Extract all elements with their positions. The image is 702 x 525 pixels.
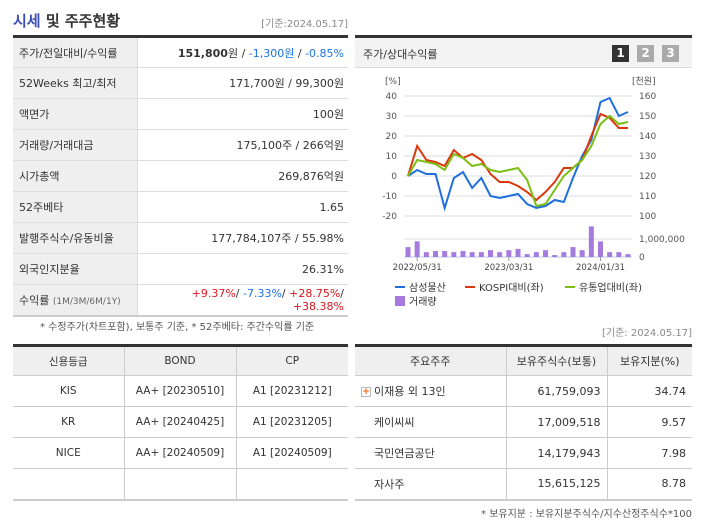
price-change: -1,300원 (248, 46, 295, 60)
volume-bar (433, 251, 438, 257)
volume-bar (414, 241, 420, 257)
legend-swatch (395, 296, 405, 306)
table-row: 자사주 15,615,125 8.78 (355, 468, 692, 500)
relative-return-chart: [%] [천원] 40 160 30 150 20 140 10 130 0 120 -10 110 -20… (382, 76, 685, 308)
volume-bar (570, 247, 576, 257)
volume-bar (616, 252, 622, 257)
volume-bar (552, 255, 558, 257)
volume-bar (524, 254, 530, 257)
right-tick-label: 110 (639, 192, 656, 202)
legend-label: 거래량 (409, 296, 437, 308)
right-tick-label: 140 (639, 132, 656, 142)
series-line (407, 114, 629, 208)
volume-bar (598, 241, 603, 257)
volume-bar (451, 252, 457, 257)
table-row: 외국인지분율 26.31% (13, 253, 348, 285)
volume-bar (506, 250, 512, 257)
right-tick-label: 150 (639, 112, 656, 122)
legend-label: KOSPI대비(좌) (479, 282, 544, 294)
left-tick-label: 10 (386, 152, 398, 162)
x-tick-label: 2022/05/31 (393, 263, 442, 273)
table-row: 52Weeks 최고/최저 171,700원 / 99,300원 (13, 67, 348, 99)
series-line (407, 112, 628, 202)
holders-date: [기준: 2024.05.17] (601, 328, 692, 339)
right-tick-label: 120 (639, 172, 656, 182)
left-tick-label: -10 (382, 192, 397, 202)
x-tick-label: 2023/03/31 (484, 263, 533, 273)
left-tick-label: 30 (386, 112, 398, 122)
left-tick-label: -20 (382, 212, 397, 222)
volume-bar (625, 254, 631, 257)
table-row: 시가총액 269,876억원 (13, 160, 348, 192)
credit-rating-table: 신용등급 BOND CP KIS AA+ [20230510] A1 [20231212… (13, 344, 348, 501)
row-label: 주가/전일대비/수익률 (13, 36, 138, 68)
volume-bar (561, 252, 567, 257)
current-price: 151,800 (177, 46, 228, 60)
volume-bar (497, 252, 503, 257)
volume-tick-label: 1,000,000 (639, 235, 685, 245)
price-info-table: 주가/전일대비/수익률 151,800원 / -1,300원 / -0.85% 5… (13, 35, 348, 317)
chart-header: 주가/상대수익률 1 2 3 (355, 38, 692, 68)
series-line (407, 96, 629, 212)
holders-footnote: * 보유지분 : 보유지분주식수/지수산정주식수*100 (481, 509, 692, 520)
chart-title: 주가/상대수익률 (363, 48, 438, 61)
volume-bar (543, 250, 548, 257)
table-row (13, 468, 348, 500)
right-tick-label: 130 (639, 152, 656, 162)
legend-label: 유통업대비(좌) (579, 281, 642, 294)
volume-bar (423, 252, 429, 257)
table-row: 액면가 100원 (13, 98, 348, 130)
volume-bar (460, 251, 466, 257)
x-tick-label: 2024/01/31 (576, 263, 625, 273)
page-title: 시세 및 주주현황 (13, 12, 121, 30)
left-tick-label: 0 (391, 172, 397, 182)
table-row: KIS AA+ [20230510] A1 [20231212] (13, 375, 348, 407)
tab-3[interactable]: 3 (662, 45, 679, 62)
left-unit: [%] (385, 77, 401, 87)
volume-bar (607, 252, 613, 257)
volume-bar (533, 252, 539, 257)
volume-bar (405, 247, 411, 257)
volume-bar (488, 250, 493, 257)
right-unit: [천원] (632, 76, 656, 87)
table-row: 국민연금공단 14,179,943 7.98 (355, 437, 692, 469)
footnote: * 수정주가(차트포함), 보통주 기준, * 52주베타: 주간수익률 기준 (40, 322, 315, 333)
right-tick-label: 100 (639, 212, 656, 222)
volume-bar (469, 252, 475, 257)
legend-label: 삼성물산 (409, 282, 446, 294)
change-rate: -0.85% (305, 46, 344, 60)
table-row: NICE AA+ [20240509] A1 [20240509] (13, 437, 348, 469)
volume-tick-label: 0 (639, 253, 645, 263)
table-row: 52주베타 1.65 (13, 191, 348, 223)
right-tick-label: 160 (639, 92, 656, 102)
tab-2[interactable]: 2 (637, 45, 654, 62)
table-row: 발행주식수/유동비율 177,784,107주 / 55.98% (13, 222, 348, 254)
table-row: + 이재용 외 13인 61,759,093 34.74 (355, 375, 692, 407)
volume-bar (478, 252, 484, 257)
volume-bar (579, 250, 585, 257)
base-date: [기준:2024.05.17] (261, 19, 348, 30)
table-row: 수익률 (1M/3M/6M/1Y) +9.37%/ -7.33%/ +28.75%… (13, 284, 348, 316)
table-row: 거래량/거래대금 175,100주 / 266억원 (13, 129, 348, 161)
left-tick-label: 40 (386, 92, 398, 102)
table-row: 주가/전일대비/수익률 151,800원 / -1,300원 / -0.85% (13, 36, 348, 68)
expand-icon[interactable]: + (361, 387, 371, 397)
chart-panel: 주가/상대수익률 1 2 3 [%] [천원] 40 160 30 150 20 140 10 1… (355, 35, 692, 315)
volume-bar (442, 251, 448, 257)
table-row: KR AA+ [20240425] A1 [20231205] (13, 406, 348, 438)
left-tick-label: 20 (386, 132, 398, 142)
volume-bar (588, 226, 594, 257)
tab-1[interactable]: 1 (612, 45, 629, 62)
major-shareholders-table: 주요주주 보유주식수(보통) 보유지분(%) + 이재용 외 13인 61,759,09… (355, 344, 692, 501)
volume-bar (515, 248, 521, 257)
table-row: 케이씨씨 17,009,518 9.57 (355, 406, 692, 438)
